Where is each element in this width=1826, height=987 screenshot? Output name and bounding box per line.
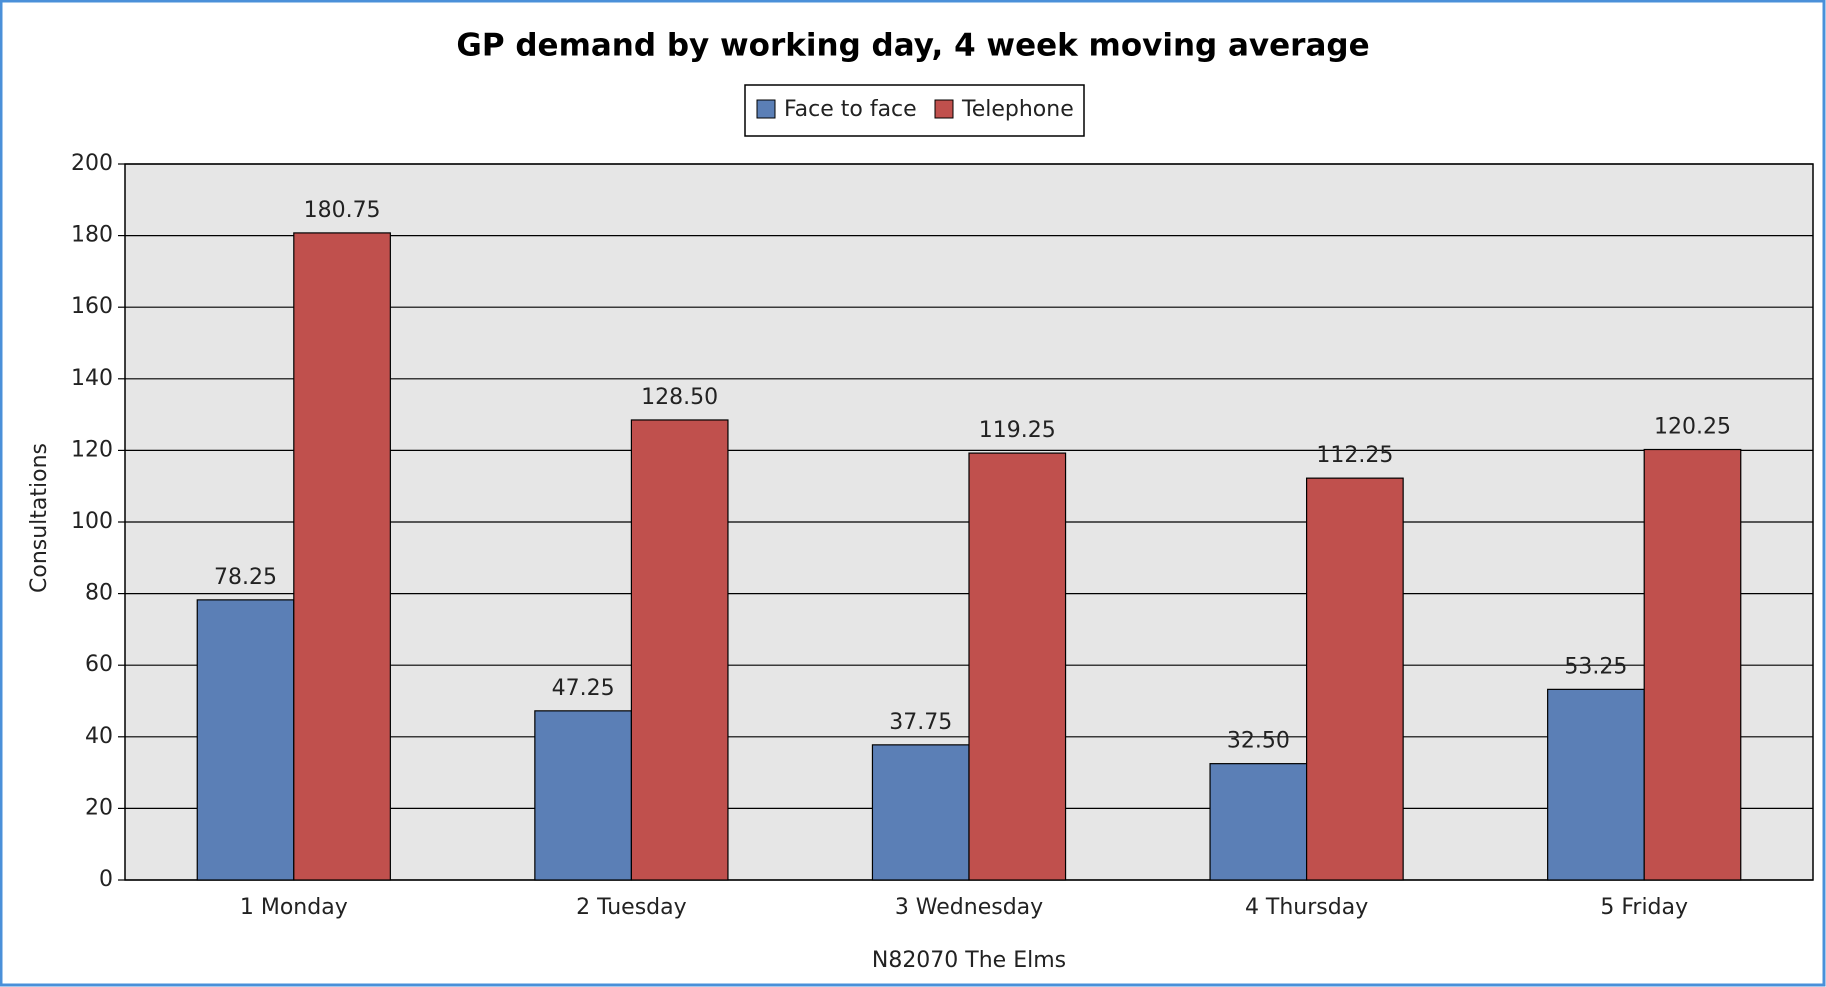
y-tick-label: 120 [71,437,113,462]
data-label: 78.25 [214,565,277,590]
data-label: 53.25 [1564,654,1627,679]
bar [1305,477,1404,881]
bar [293,232,391,881]
bar [1209,763,1308,881]
bar [630,419,729,881]
legend-swatch [756,99,776,119]
bar [871,744,970,881]
y-tick-label: 80 [85,581,113,606]
data-label: 128.50 [641,385,718,410]
y-tick-label: 20 [85,795,113,820]
data-label: 119.25 [979,418,1056,443]
legend-box [744,84,1085,137]
data-label: 37.75 [889,710,952,735]
y-tick-label: 180 [71,223,113,248]
y-tick-label: 200 [71,151,113,176]
bar [196,599,295,881]
x-tick-label: 5 Friday [1600,895,1688,920]
bar [968,452,1067,881]
data-label: 112.25 [1316,443,1393,468]
y-tick-label: 40 [85,724,113,749]
y-tick-label: 100 [71,509,113,534]
y-tick-label: 160 [71,294,113,319]
legend-label: Telephone [961,97,1074,122]
legend-swatch [934,99,954,119]
x-tick-label: 1 Monday [240,895,348,920]
bar [534,710,632,881]
bar [1547,688,1645,881]
y-tick-label: 140 [71,366,113,391]
x-axis-title: N82070 The Elms [872,948,1066,973]
y-tick-label: 0 [99,867,113,892]
data-label: 180.75 [304,198,381,223]
chart-title: GP demand by working day, 4 week moving … [456,28,1369,64]
x-tick-label: 3 Wednesday [895,895,1043,920]
y-axis-title: Consultations [27,443,52,593]
data-label: 47.25 [552,676,615,701]
x-tick-label: 2 Tuesday [576,895,687,920]
legend-label: Face to face [784,97,917,122]
data-label: 120.25 [1654,415,1731,440]
x-tick-label: 4 Thursday [1245,895,1368,920]
data-label: 32.50 [1227,729,1290,754]
y-tick-label: 60 [85,652,113,677]
bar [1643,448,1742,881]
